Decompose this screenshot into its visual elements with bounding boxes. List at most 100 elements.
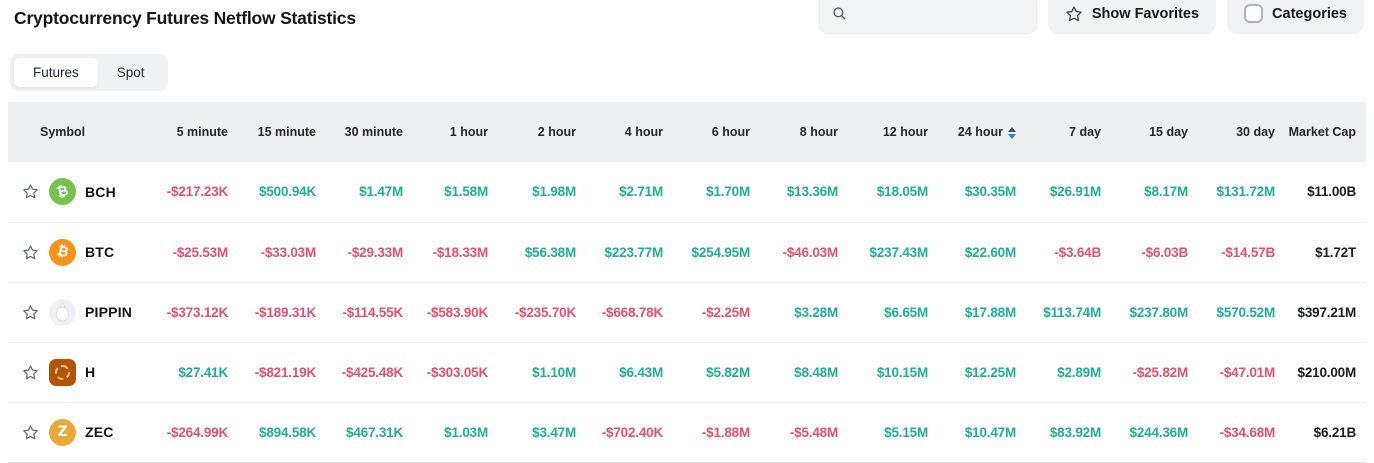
netflow-value-15-minute: -$33.03M — [228, 222, 316, 283]
column-header-5-minute[interactable]: 5 minute — [158, 102, 228, 162]
search-input[interactable] — [854, 5, 1024, 22]
netflow-value-8-hour: $13.36M — [750, 162, 838, 223]
table-row-bch[interactable]: ₿ BCH -$217.23K $500.94K $1.47M $1.58M $1.98M $… — [8, 162, 1366, 223]
column-header-6-hour[interactable]: 6 hour — [663, 102, 750, 162]
netflow-value-12-hour: $5.15M — [838, 402, 928, 463]
netflow-value-1-hour: -$18.33M — [403, 222, 488, 283]
column-header-2-hour[interactable]: 2 hour — [488, 102, 576, 162]
symbol-cell: H — [8, 342, 158, 403]
favorite-star-icon[interactable] — [22, 304, 40, 321]
search-icon — [833, 7, 846, 20]
zec-coin-icon: Z — [49, 418, 76, 446]
netflow-value-12-hour: $10.15M — [838, 342, 928, 403]
column-header-label: 24 hour — [957, 125, 1003, 139]
netflow-value-5-minute: -$264.99K — [158, 402, 228, 463]
tab-futures[interactable]: Futures — [14, 58, 98, 87]
symbol-cell: Z ZEC — [8, 402, 158, 463]
categories-button[interactable]: Categories — [1227, 0, 1364, 34]
netflow-value-8-hour: $8.48M — [750, 342, 838, 403]
column-header-30-day[interactable]: 30 day — [1188, 102, 1275, 162]
netflow-value-5-minute: -$373.12K — [158, 282, 228, 343]
column-header-market-cap[interactable]: Market Cap — [1275, 102, 1366, 162]
column-header-label: 8 hour — [799, 125, 838, 139]
netflow-value-30-minute: -$29.33M — [316, 222, 403, 283]
netflow-value-24-hour: $22.60M — [928, 222, 1016, 283]
netflow-value-2-hour: $1.10M — [488, 342, 576, 403]
market-cap-value: $1.72T — [1275, 222, 1366, 283]
favorite-star-icon[interactable] — [22, 364, 40, 381]
column-header-8-hour[interactable]: 8 hour — [750, 102, 838, 162]
netflow-value-4-hour: $223.77M — [576, 222, 663, 283]
market-cap-value: $210.00M — [1275, 342, 1366, 403]
netflow-value-6-hour: $1.70M — [663, 162, 750, 223]
header-controls: Show Favorites Categories — [818, 0, 1364, 34]
netflow-value-4-hour: $6.43M — [576, 342, 663, 403]
table-row-btc[interactable]: ₿ BTC -$25.53M -$33.03M -$29.33M -$18.33M $56.… — [8, 222, 1366, 283]
table-row-pippin[interactable]: PIPPIN -$373.12K -$189.31K -$114.55K -$583.9… — [8, 282, 1366, 343]
column-header-30-minute[interactable]: 30 minute — [316, 102, 403, 162]
netflow-value-6-hour: $5.82M — [663, 342, 750, 403]
netflow-value-24-hour: $17.88M — [928, 282, 1016, 343]
column-header-7-day[interactable]: 7 day — [1016, 102, 1101, 162]
netflow-table: Symbol 5 minute 15 minute 30 minute 1 hour 2 … — [8, 102, 1366, 463]
netflow-value-15-day: $8.17M — [1101, 162, 1188, 223]
symbol-label: PIPPIN — [85, 304, 133, 320]
column-header-15-day[interactable]: 15 day — [1101, 102, 1188, 162]
column-header-15-minute[interactable]: 15 minute — [228, 102, 316, 162]
column-header-label: 6 hour — [711, 125, 750, 139]
netflow-value-5-minute: $27.41K — [158, 342, 228, 403]
netflow-value-7-day: $2.89M — [1016, 342, 1101, 403]
column-header-symbol[interactable]: Symbol — [8, 102, 158, 162]
symbol-label: ZEC — [85, 424, 114, 440]
column-header-4-hour[interactable]: 4 hour — [576, 102, 663, 162]
table-row-zec[interactable]: Z ZEC -$264.99K $894.58K $467.31K $1.03M $3.47… — [8, 402, 1366, 463]
netflow-value-15-day: -$6.03B — [1101, 222, 1188, 283]
column-header-1-hour[interactable]: 1 hour — [403, 102, 488, 162]
symbol-cell: PIPPIN — [8, 282, 158, 343]
btc-coin-icon: ₿ — [49, 238, 76, 266]
market-cap-value: $6.21B — [1275, 402, 1366, 463]
netflow-value-15-day: $244.36M — [1101, 402, 1188, 463]
netflow-value-7-day: -$3.64B — [1016, 222, 1101, 283]
column-header-label: 5 minute — [176, 125, 228, 139]
netflow-value-15-minute: $500.94K — [228, 162, 316, 223]
netflow-value-30-minute: -$114.55K — [316, 282, 403, 343]
favorite-star-icon[interactable] — [22, 183, 40, 200]
favorite-star-icon[interactable] — [22, 244, 40, 261]
btc-coin-icon-glyph: ₿ — [55, 242, 70, 262]
netflow-value-30-day: -$34.68M — [1188, 402, 1275, 463]
sort-icon[interactable] — [1008, 126, 1016, 139]
market-cap-value: $397.21M — [1275, 282, 1366, 343]
top-bar: Cryptocurrency Futures Netflow Statistic… — [0, 0, 1374, 46]
show-favorites-button[interactable]: Show Favorites — [1047, 0, 1217, 34]
favorite-star-icon[interactable] — [22, 424, 40, 441]
netflow-value-6-hour: -$1.88M — [663, 402, 750, 463]
netflow-value-7-day: $26.91M — [1016, 162, 1101, 223]
netflow-value-24-hour: $12.25M — [928, 342, 1016, 403]
symbol-label: BCH — [85, 183, 116, 200]
symbol-cell: ₿ BTC — [8, 222, 158, 283]
netflow-value-5-minute: -$25.53M — [158, 222, 228, 283]
column-header-label: 30 minute — [344, 125, 403, 139]
h-coin-icon-ring — [55, 364, 70, 380]
categories-checkbox-icon[interactable] — [1244, 4, 1264, 23]
netflow-value-1-hour: -$303.05K — [403, 342, 488, 403]
pippin-coin-icon — [49, 298, 76, 326]
tab-spot[interactable]: Spot — [116, 65, 145, 80]
netflow-value-1-hour: -$583.90K — [403, 282, 488, 343]
netflow-value-12-hour: $237.43M — [838, 222, 928, 283]
market-cap-value: $11.00B — [1275, 162, 1366, 223]
column-header-label: 30 day — [1236, 125, 1275, 139]
column-header-label: 7 day — [1069, 125, 1101, 139]
column-header-label: 15 day — [1149, 125, 1188, 139]
netflow-value-7-day: $113.74M — [1016, 282, 1101, 343]
netflow-value-30-day: -$14.57B — [1188, 222, 1275, 283]
column-header-12-hour[interactable]: 12 hour — [838, 102, 928, 162]
netflow-value-2-hour: -$235.70K — [488, 282, 576, 343]
column-header-24-hour[interactable]: 24 hour — [928, 102, 1016, 162]
page-title: Cryptocurrency Futures Netflow Statistic… — [14, 8, 356, 28]
search-box[interactable] — [818, 0, 1037, 34]
table-row-h[interactable]: H $27.41K -$821.19K -$425.48K -$303.05K $1.10… — [8, 342, 1366, 403]
symbol-cell: ₿ BCH — [8, 162, 158, 223]
